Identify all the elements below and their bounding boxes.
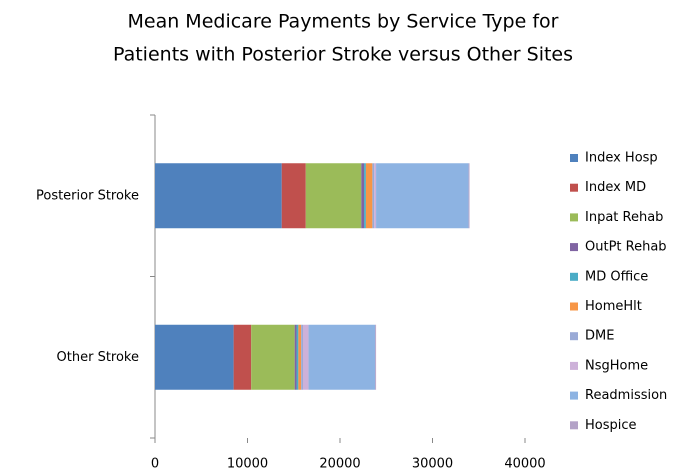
legend-label: Index Hosp <box>585 151 658 166</box>
legend-label: Inpat Rehab <box>585 210 663 225</box>
bar-segment <box>303 324 309 390</box>
bar-segment <box>308 324 376 390</box>
legend-swatch <box>570 361 578 370</box>
bar-segment <box>361 163 365 229</box>
bar-segment <box>301 324 303 390</box>
legend-swatch <box>570 154 578 162</box>
legend-label: HomeHlt <box>585 299 642 314</box>
legend-label: DME <box>585 329 614 344</box>
bar-segment <box>155 163 282 229</box>
bar-segment <box>376 163 469 229</box>
legend-label: NsgHome <box>585 358 648 373</box>
legend-label: OutPt Rehab <box>585 240 667 255</box>
legend-label: Readmission <box>585 388 667 403</box>
legend-swatch <box>570 391 578 400</box>
legend-swatch <box>570 332 578 341</box>
legend-swatch <box>570 183 578 192</box>
bar-segment <box>374 163 377 229</box>
bar-segment <box>296 324 299 390</box>
legend-swatch <box>570 213 578 222</box>
bar-segment <box>375 324 377 390</box>
bar-segment <box>298 324 302 390</box>
bar-segment <box>155 324 234 390</box>
x-tick-label: 40000 <box>504 457 545 472</box>
bar-segment <box>251 324 295 390</box>
legend-swatch <box>570 243 578 252</box>
bar-segment <box>468 163 470 229</box>
legend-swatch <box>570 302 578 311</box>
bar-segment <box>365 163 373 229</box>
legend-swatch <box>570 421 578 430</box>
legend-label: Index MD <box>585 180 646 195</box>
x-tick-label: 0 <box>151 457 159 472</box>
legend-label: Hospice <box>585 418 637 433</box>
chart-title: Patients with Posterior Stroke versus Ot… <box>113 44 573 66</box>
x-tick-label: 20000 <box>319 457 360 472</box>
legend-label: MD Office <box>585 269 648 284</box>
y-tick-label: Posterior Stroke <box>36 188 139 203</box>
bar-segment <box>305 163 362 229</box>
legend-swatch <box>570 272 578 281</box>
bar-segment <box>364 163 366 229</box>
bar-segment <box>372 163 375 229</box>
chart-title: Mean Medicare Payments by Service Type f… <box>128 11 559 33</box>
bar-segment <box>294 324 297 390</box>
x-tick-label: 10000 <box>227 457 268 472</box>
bar-segment <box>281 163 306 229</box>
y-tick-label: Other Stroke <box>57 350 139 365</box>
bar-segment <box>233 324 252 390</box>
x-tick-label: 30000 <box>412 457 453 472</box>
